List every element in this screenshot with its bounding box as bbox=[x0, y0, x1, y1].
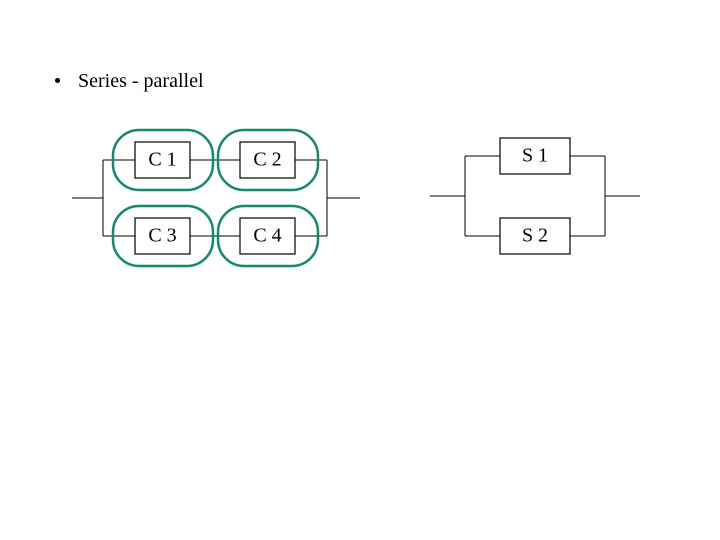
svg-text:S 1: S 1 bbox=[522, 145, 548, 167]
svg-text:C 2: C 2 bbox=[253, 149, 281, 171]
svg-text:S 2: S 2 bbox=[522, 225, 548, 247]
left-boxes-group: C 1 C 2 C 3 C 4 bbox=[135, 142, 295, 254]
svg-text:C 4: C 4 bbox=[253, 225, 281, 247]
svg-text:C 3: C 3 bbox=[148, 225, 176, 247]
svg-text:C 1: C 1 bbox=[148, 149, 176, 171]
diagram-canvas: C 1 C 2 C 3 C 4 S 1 S 2 bbox=[0, 0, 720, 540]
right-boxes-group: S 1 S 2 bbox=[500, 138, 570, 254]
